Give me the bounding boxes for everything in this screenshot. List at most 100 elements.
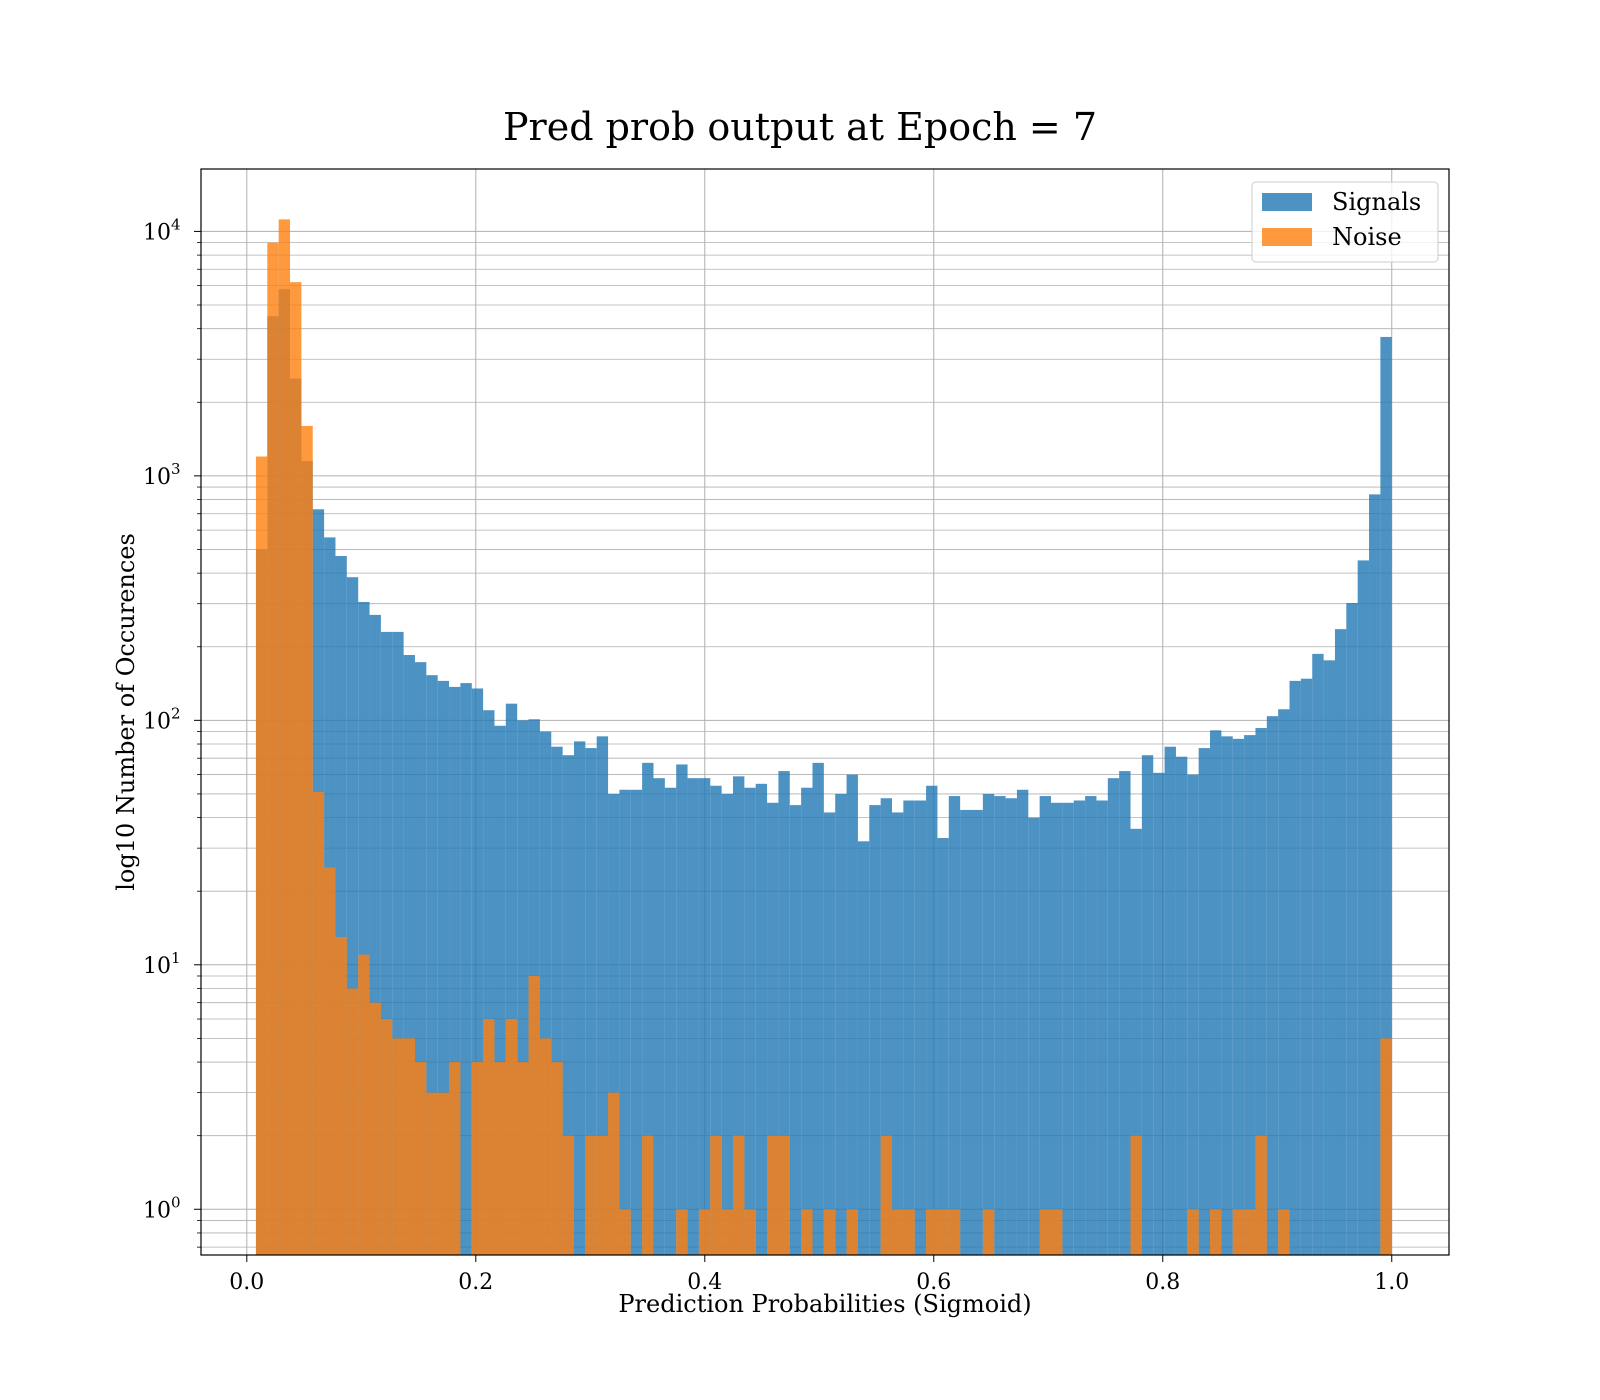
bar-signals (1062, 802, 1074, 1255)
bar-noise (528, 975, 540, 1255)
bar-noise (937, 1209, 949, 1255)
bar-signals (903, 800, 915, 1255)
x-tick-label: 0.0 (229, 1270, 264, 1295)
bar-noise (801, 1209, 813, 1255)
bar-signals (1051, 802, 1063, 1255)
bar-noise (517, 1062, 529, 1255)
bar-noise (278, 219, 291, 1255)
bar-noise (642, 1135, 654, 1255)
bar-noise (449, 1062, 461, 1255)
bar-noise (551, 1062, 563, 1255)
x-tick-label: 0.2 (458, 1270, 493, 1295)
bar-signals (994, 796, 1006, 1255)
bar-noise (596, 1135, 609, 1255)
noise-bars (255, 219, 1392, 1256)
bar-signals (471, 688, 484, 1255)
bar-noise (721, 1209, 733, 1255)
bar-noise (608, 1092, 620, 1255)
y-axis-label: log10 Number of Occurences (112, 533, 140, 891)
bar-noise (290, 282, 302, 1255)
bar-signals (1005, 798, 1017, 1255)
bar-signals (562, 755, 574, 1255)
bar-noise (892, 1209, 904, 1255)
bar-noise (312, 791, 325, 1255)
bar-signals (392, 631, 404, 1255)
bar-signals (1323, 660, 1335, 1255)
y-tick-label: 100 (143, 1193, 181, 1223)
bar-signals (358, 601, 370, 1255)
bar-signals (1300, 678, 1313, 1255)
bar-signals (1028, 817, 1040, 1255)
bar-signals (494, 725, 506, 1255)
legend-label-noise: Noise (1332, 223, 1402, 251)
x-tick-label: 0.4 (687, 1270, 722, 1295)
bar-signals (846, 774, 858, 1255)
bar-signals (539, 731, 552, 1255)
bar-signals (1107, 778, 1120, 1255)
y-tick-label: 104 (143, 215, 181, 245)
bar-signals (982, 793, 995, 1255)
bar-signals (426, 675, 438, 1255)
bar-signals (755, 783, 768, 1255)
bar-signals (1187, 774, 1199, 1255)
bar-signals (1175, 756, 1188, 1255)
bar-signals (1334, 629, 1347, 1255)
x-tick-label: 0.8 (1145, 1270, 1180, 1295)
bar-signals (517, 720, 529, 1255)
bar-signals (801, 787, 813, 1255)
x-tick-label: 1.0 (1374, 1270, 1409, 1295)
bar-signals (1153, 772, 1165, 1255)
bar-signals (551, 746, 563, 1255)
bar-noise (846, 1209, 858, 1255)
bar-signals (1119, 771, 1131, 1255)
bar-noise (1255, 1135, 1267, 1255)
bar-noise (380, 1019, 393, 1255)
bar-signals (1266, 716, 1279, 1255)
bar-noise (698, 1209, 711, 1255)
bar-noise (1130, 1135, 1142, 1255)
bar-noise (1210, 1209, 1222, 1255)
bar-noise (392, 1038, 404, 1255)
bar-noise (732, 1135, 745, 1255)
x-axis-ticks: 0.0 0.2 0.4 0.6 0.8 1.0 (229, 1255, 1409, 1295)
bar-signals (1278, 709, 1290, 1255)
bar-noise (1187, 1209, 1199, 1255)
bar-signals (1255, 728, 1267, 1255)
bar-noise (437, 1092, 450, 1255)
bar-noise (369, 1002, 381, 1255)
bar-noise (358, 954, 370, 1255)
legend-swatch-noise (1262, 228, 1312, 246)
plot-frame (200, 168, 1450, 1256)
bar-noise (426, 1092, 438, 1255)
bar-signals (892, 812, 904, 1255)
y-tick-label: 103 (143, 460, 181, 490)
bar-noise (483, 1019, 495, 1255)
bar-signals (1232, 738, 1245, 1255)
bar-signals (1380, 336, 1392, 1255)
bar-signals (437, 680, 450, 1255)
bar-signals (346, 577, 359, 1255)
bar-signals (869, 805, 881, 1255)
bar-noise (585, 1135, 597, 1255)
bar-noise (1232, 1209, 1245, 1255)
bar-signals (1164, 746, 1176, 1255)
bar-signals (1085, 796, 1097, 1255)
bar-signals (767, 802, 779, 1255)
bar-signals (857, 841, 870, 1255)
bar-signals (914, 800, 927, 1255)
bar-signals (1039, 796, 1052, 1255)
bar-signals (1210, 730, 1222, 1255)
x-axis-label: Prediction Probabilities (Sigmoid) (618, 1290, 1031, 1318)
bar-signals (835, 793, 847, 1255)
bar-signals (1073, 800, 1086, 1255)
bar-signals (1357, 560, 1370, 1255)
bar-signals (1221, 736, 1233, 1255)
y-tick-label: 101 (143, 949, 181, 979)
bar-signals (664, 787, 677, 1255)
bar-signals (710, 785, 722, 1255)
bar-noise (414, 1062, 427, 1255)
bar-signals (789, 805, 802, 1255)
bar-noise (619, 1209, 631, 1255)
